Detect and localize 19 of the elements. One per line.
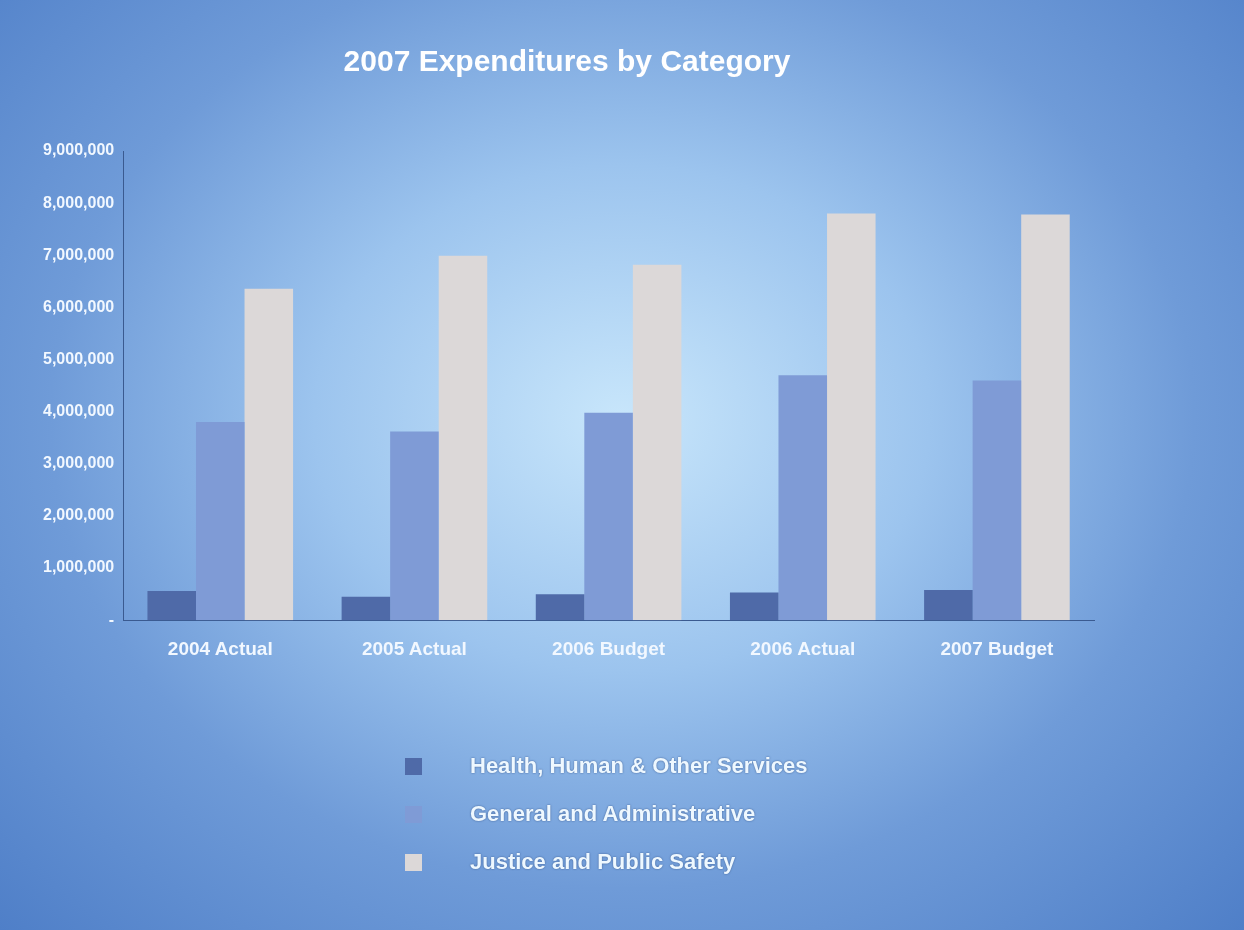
- y-tick-label: 2,000,000: [42, 506, 115, 524]
- y-tick-label: 5,000,000: [42, 349, 115, 367]
- legend-label: General and Administrative: [470, 801, 756, 827]
- x-tick-label: 2005 Actual: [361, 637, 467, 659]
- x-tick-label: 2007 Budget: [940, 637, 1055, 659]
- y-tick-label: 7,000,000: [42, 245, 115, 263]
- legend-label: Health, Human & Other Services: [470, 753, 808, 779]
- chart-title: 2007 Expenditures by Category: [343, 44, 791, 78]
- x-tick-label: 2004 Actual: [167, 637, 273, 659]
- y-tick-label: 8,000,000: [42, 193, 115, 211]
- y-tick-label: 3,000,000: [42, 454, 115, 472]
- x-tick-label: 2006 Budget: [552, 637, 666, 659]
- y-tick-label: -: [108, 610, 115, 628]
- legend-label: Justice and Public Safety: [470, 849, 736, 875]
- y-tick-label: 9,000,000: [42, 141, 115, 159]
- y-tick-label: 4,000,000: [42, 402, 115, 420]
- y-tick-label: 6,000,000: [42, 297, 115, 315]
- x-tick-label: 2006 Actual: [750, 637, 856, 659]
- y-tick-label: 1,000,000: [42, 558, 115, 576]
